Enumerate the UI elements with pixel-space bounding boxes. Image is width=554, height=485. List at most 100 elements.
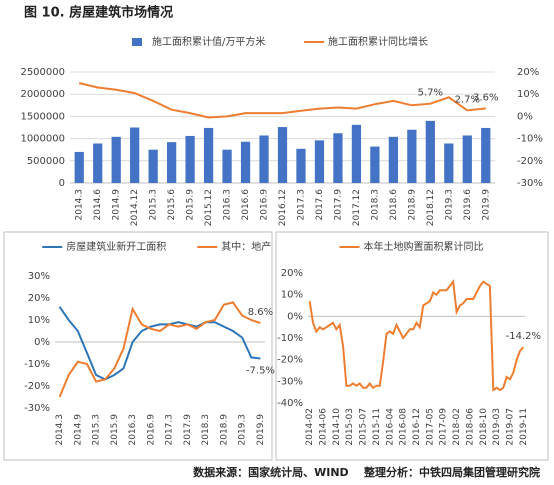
x-tick-label: 2016.6 <box>241 189 251 221</box>
legend-label: 房屋建筑业新开工面积 <box>66 240 166 253</box>
y-tick-label: 20% <box>281 268 303 279</box>
y-tick-label: -10% <box>277 333 303 344</box>
bar <box>351 124 362 183</box>
bar <box>333 133 343 183</box>
bar <box>296 148 306 183</box>
data-label: 5.7% <box>418 88 443 99</box>
bar <box>481 127 491 183</box>
data-label: 8.6% <box>248 307 273 318</box>
data-label: 3.6% <box>473 92 498 103</box>
bar <box>370 146 380 183</box>
x-tick-label: 2018.3 <box>201 414 211 446</box>
y2-tick-label: -30% <box>517 178 543 189</box>
y-tick-label: 2000000 <box>20 89 65 100</box>
x-tick-label: 2018.9 <box>219 414 229 446</box>
x-tick-label: 2016.3 <box>128 414 138 446</box>
bar <box>203 127 214 183</box>
x-tick-label: 2017.3 <box>296 189 306 221</box>
x-tick-label: 2018-02 <box>452 408 462 446</box>
x-tick-label: 2019.6 <box>463 189 473 221</box>
y2-tick-label: 10% <box>517 89 539 100</box>
y-tick-label: -20% <box>24 381 50 392</box>
x-tick-label: 2019.3 <box>238 414 248 446</box>
x-tick-label: 2014.3 <box>55 414 65 446</box>
panel-frame <box>3 231 273 461</box>
x-tick-label: 2015.12 <box>204 189 214 226</box>
legend-label: 其中：地产 <box>221 240 271 253</box>
x-tick-label: 2015.9 <box>186 189 196 221</box>
x-tick-label: 2018.12 <box>426 189 436 226</box>
data-label: 2.7% <box>455 94 480 105</box>
x-tick-label: 2019.3 <box>444 189 454 221</box>
y-tick-label: 10% <box>281 290 303 301</box>
bar <box>314 140 325 183</box>
bar <box>407 129 417 183</box>
legend-label: 施工面积累计同比增长 <box>328 35 428 48</box>
x-tick-label: 2015.3 <box>92 414 102 446</box>
y-tick-label: 2500000 <box>20 67 65 78</box>
legend-label: 本年土地购置面积累计同比 <box>364 240 484 253</box>
x-tick-label: 2018.9 <box>407 189 417 221</box>
x-tick-label: 2016.3 <box>223 189 233 221</box>
x-tick-label: 2019.9 <box>256 414 266 446</box>
bar <box>93 143 103 183</box>
y-tick-label: -40% <box>277 398 303 409</box>
page-title: 图 10. 房屋建筑市场情况 <box>24 5 173 21</box>
x-tick-label: 2014.6 <box>93 189 103 221</box>
x-tick-label: 2017.6 <box>315 189 325 221</box>
x-tick-label: 2015.3 <box>149 189 159 221</box>
x-tick-label: 2015-03 <box>345 408 355 446</box>
y2-tick-label: 20% <box>517 67 539 78</box>
x-tick-label: 2017.9 <box>333 189 343 221</box>
x-tick-label: 2017.12 <box>352 189 362 226</box>
data-label: -7.5% <box>246 366 275 377</box>
y-tick-label: 0% <box>34 337 50 348</box>
x-tick-label: 2015.9 <box>110 414 120 446</box>
x-tick-label: 2014.9 <box>73 414 83 446</box>
bar <box>259 135 269 183</box>
legend-swatch <box>132 38 142 46</box>
line <box>58 306 261 381</box>
y-tick-label: 20% <box>28 293 50 304</box>
bar <box>462 135 472 183</box>
x-tick-label: 2017.9 <box>183 414 193 446</box>
x-tick-label: 2016.9 <box>146 414 156 446</box>
bar <box>444 143 454 183</box>
x-tick-label: 2016-12 <box>412 408 422 446</box>
bar <box>74 151 84 183</box>
bar <box>148 149 158 183</box>
bar <box>185 135 195 183</box>
y-tick-label: 0 <box>59 178 65 189</box>
bar <box>425 120 435 183</box>
y2-tick-label: -10% <box>517 134 543 145</box>
x-tick-label: 2014-10 <box>332 408 342 446</box>
y-tick-label: -20% <box>277 355 303 366</box>
y-tick-label: -30% <box>24 403 50 414</box>
panel-frame <box>275 231 549 461</box>
x-tick-label: 2018.6 <box>389 189 399 221</box>
legend-label: 施工面积累计值/万平方米 <box>152 35 265 48</box>
x-tick-label: 2014-06 <box>319 408 329 446</box>
y-tick-label: 30% <box>28 271 50 282</box>
x-tick-label: 2016.12 <box>278 189 288 226</box>
x-tick-label: 2019-03 <box>492 408 502 446</box>
line <box>58 301 261 398</box>
x-tick-label: 2017-09 <box>439 408 449 446</box>
bar <box>222 149 232 183</box>
x-tick-label: 2015-11 <box>372 408 382 446</box>
x-tick-label: 2015-07 <box>359 408 369 446</box>
x-tick-label: 2016-04 <box>385 408 395 446</box>
x-tick-label: 2019-11 <box>519 408 529 446</box>
x-tick-label: 2016-08 <box>399 408 409 446</box>
y-tick-label: 0% <box>287 311 303 322</box>
x-tick-label: 2017.3 <box>165 414 175 446</box>
bar <box>130 127 140 183</box>
y-tick-label: -10% <box>24 359 50 370</box>
source-note: 数据来源：国家统计局、WIND 整理分析：中铁四局集团管理研究院 <box>193 465 540 479</box>
x-tick-label: 2015.6 <box>167 189 177 221</box>
y-tick-label: 10% <box>28 315 50 326</box>
line <box>78 82 486 119</box>
x-tick-label: 2019.9 <box>481 189 491 221</box>
x-tick-label: 2018-10 <box>479 408 489 446</box>
